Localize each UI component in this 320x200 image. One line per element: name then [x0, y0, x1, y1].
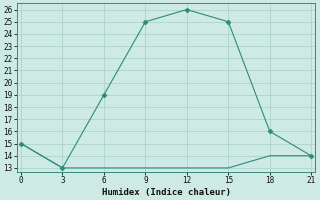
X-axis label: Humidex (Indice chaleur): Humidex (Indice chaleur) [102, 188, 231, 197]
